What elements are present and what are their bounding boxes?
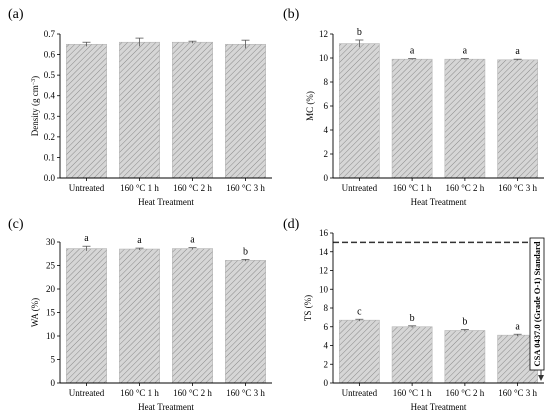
bar — [391, 58, 433, 179]
y-tick-label: 5 — [51, 355, 56, 365]
y-tick-label: 0.5 — [44, 70, 56, 80]
bar — [66, 43, 107, 179]
bar — [497, 59, 538, 179]
y-axis-label: Density (g cm−3) — [30, 76, 40, 136]
y-tick-label: 8 — [324, 77, 329, 87]
x-tick-label: Untreated — [69, 388, 105, 398]
y-tick-label: 10 — [46, 331, 56, 341]
reference-label-box: CSA 0437.0 (Grade O-1) Standard — [529, 237, 545, 371]
bar — [339, 319, 380, 384]
y-tick-label: 4 — [324, 125, 329, 135]
reference-label-frame — [529, 237, 545, 371]
panel-label: (b) — [283, 7, 300, 22]
significance-letter: a — [84, 233, 89, 244]
significance-letter: b — [462, 317, 467, 328]
y-tick-label: 12 — [319, 266, 328, 276]
y-tick-label: 0.4 — [44, 91, 56, 101]
bar — [172, 41, 213, 179]
y-tick-label: 10 — [319, 284, 329, 294]
significance-letter: b — [357, 27, 362, 38]
significance-letter: a — [515, 46, 520, 57]
y-tick-label: 2 — [324, 359, 329, 369]
bar — [66, 248, 107, 384]
significance-letter: b — [243, 246, 248, 257]
x-tick-label: 160 °C 3 h — [226, 388, 265, 398]
bar — [225, 260, 266, 384]
bar — [339, 43, 380, 179]
y-tick-label: 2 — [324, 149, 329, 159]
x-axis-label: Heat Treatment — [138, 402, 194, 412]
y-tick-label: 4 — [324, 341, 329, 351]
x-axis-label: Heat Treatment — [138, 197, 194, 207]
y-tick-label: 20 — [46, 284, 56, 294]
y-tick-label: 0.6 — [44, 50, 56, 60]
y-tick-label: 0.2 — [44, 132, 55, 142]
chart-panel: c Untreated b 160 °C 1 h b 160 °C 2 h a 160 °C … — [283, 217, 545, 412]
bar — [444, 58, 486, 179]
chart-panel: a Untreated a 160 °C 1 h a 160 °C 2 h b 160 °C … — [8, 217, 272, 412]
y-axis-label: WA (%) — [30, 298, 40, 327]
y-tick-label: 0.0 — [44, 173, 56, 183]
y-tick-label: 0 — [324, 173, 329, 183]
y-tick-label: 0 — [324, 378, 329, 388]
y-tick-label: 14 — [319, 247, 329, 257]
x-tick-label: Untreated — [342, 388, 378, 398]
bar — [119, 248, 160, 384]
y-axis-label: MC (%) — [305, 91, 315, 121]
y-tick-label: 0.1 — [44, 152, 55, 162]
y-tick-label: 8 — [324, 303, 329, 313]
y-tick-label: 30 — [46, 237, 56, 247]
x-tick-label: 160 °C 3 h — [498, 388, 537, 398]
y-tick-label: 25 — [46, 261, 56, 271]
chart-panel: Untreated 160 °C 1 h 160 °C 2 h 160 °C 3 h 0… — [8, 7, 272, 207]
bar — [225, 43, 266, 179]
y-tick-label: 6 — [324, 101, 329, 111]
bar — [119, 41, 160, 179]
significance-letter: a — [463, 46, 468, 57]
reference-label: CSA 0437.0 (Grade O-1) Standard — [532, 241, 542, 366]
x-tick-label: 160 °C 3 h — [498, 183, 537, 193]
y-tick-label: 16 — [319, 228, 329, 238]
significance-letter: a — [515, 321, 520, 332]
y-tick-label: 12 — [319, 29, 328, 39]
panel-label: (a) — [8, 7, 24, 22]
significance-letter: a — [410, 46, 415, 57]
bar — [391, 326, 433, 384]
x-axis-label: Heat Treatment — [411, 402, 467, 412]
x-tick-label: Untreated — [69, 183, 105, 193]
y-tick-label: 15 — [46, 308, 56, 318]
chart-panel: b Untreated a 160 °C 1 h a 160 °C 2 h a 160 °C … — [283, 7, 544, 207]
bar — [172, 248, 213, 384]
x-tick-label: 160 °C 2 h — [445, 388, 484, 398]
reference-arrow — [538, 375, 544, 381]
significance-letter: a — [137, 235, 142, 246]
y-tick-label: 0.7 — [44, 29, 56, 39]
x-tick-label: 160 °C 1 h — [120, 388, 159, 398]
x-tick-label: Untreated — [342, 183, 378, 193]
panel-label: (c) — [8, 217, 24, 232]
y-axis-label: TS (%) — [303, 295, 313, 321]
x-tick-label: 160 °C 3 h — [226, 183, 265, 193]
x-tick-label: 160 °C 1 h — [393, 388, 432, 398]
y-tick-label: 0 — [51, 378, 56, 388]
y-tick-label: 10 — [319, 53, 329, 63]
x-tick-label: 160 °C 2 h — [173, 388, 212, 398]
y-tick-label: 0.3 — [44, 111, 56, 121]
significance-letter: a — [190, 235, 195, 246]
significance-letter: b — [410, 313, 415, 324]
bar — [444, 330, 486, 384]
x-tick-label: 160 °C 2 h — [173, 183, 212, 193]
significance-letter: c — [357, 306, 362, 317]
x-tick-label: 160 °C 1 h — [393, 183, 432, 193]
x-tick-label: 160 °C 1 h — [120, 183, 159, 193]
x-axis-label: Heat Treatment — [411, 197, 467, 207]
x-tick-label: 160 °C 2 h — [445, 183, 484, 193]
y-tick-label: 6 — [324, 322, 329, 332]
panel-label: (d) — [283, 217, 300, 232]
